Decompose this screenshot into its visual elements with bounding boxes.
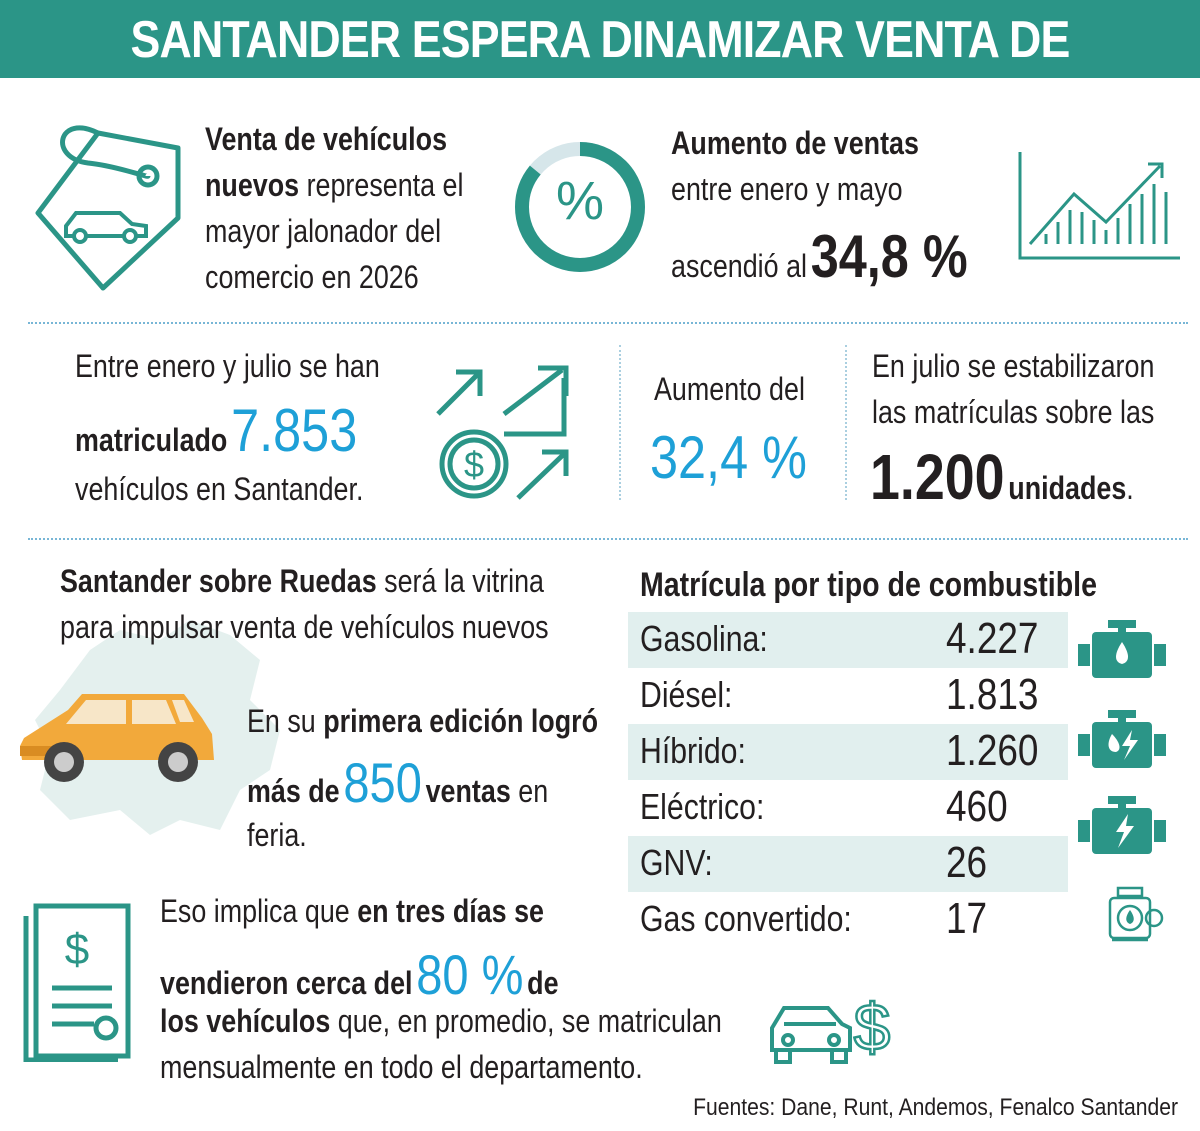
engine-electric-icon [1078, 796, 1166, 858]
block3-line1: Entre enero y julio se han [75, 348, 380, 384]
fuel-name: Eléctrico: [640, 786, 765, 827]
block8-line1: Eso implica que en tres días se [160, 888, 544, 934]
block8-rest: que, en promedio, se matriculan [330, 1003, 722, 1039]
block2-text: Aumento de ventas entre enero y mayo [671, 120, 919, 212]
fuel-name: Híbrido: [640, 730, 746, 771]
block3-line2: matriculado 7.853 [75, 396, 357, 465]
block5-line3: 1.200 unidades. [870, 440, 1134, 514]
fuel-row: Híbrido: 1.260 [628, 724, 1068, 780]
block5-value: 1.200 [870, 441, 1005, 513]
block6-line2: para impulsar venta de vehículos nuevos [60, 609, 549, 645]
fuel-row: Gasolina: 4.227 [628, 612, 1068, 668]
block7-rest: en [510, 773, 549, 809]
block7-line2: más de 850 ventas en [247, 750, 548, 815]
fuel-row: Diésel: 1.813 [628, 668, 1068, 724]
block7-line1: En su primera edición logró [247, 698, 598, 744]
page-title: SANTANDER ESPERA DINAMIZAR VENTA DE VEHÍ… [130, 11, 1071, 149]
fuel-value: 1.813 [946, 670, 1039, 719]
block5-text: En julio se estabilizaron las matrículas… [872, 343, 1154, 435]
fuel-value: 1.260 [946, 726, 1039, 775]
engine-drop-icon [1078, 620, 1166, 682]
fuel-name: Diésel: [640, 674, 733, 715]
fuel-value: 4.227 [946, 614, 1039, 663]
fuel-name: Gasolina: [640, 618, 768, 659]
fuel-value: 17 [946, 894, 988, 943]
block7-line3: feria. [247, 817, 307, 853]
block1-bold: Venta de vehículos [205, 121, 448, 157]
header-bar: SANTANDER ESPERA DINAMIZAR VENTA DE VEHÍ… [0, 0, 1200, 149]
divider-v1 [619, 345, 621, 500]
block1-bold2: nuevos [205, 167, 300, 203]
block5-line2: las matrículas sobre las [872, 394, 1155, 430]
price-tag-car-icon [28, 118, 188, 298]
fuel-row: Gas convertido: 17 [628, 892, 1068, 948]
block3-bold: matriculado [75, 422, 228, 458]
fuel-name: GNV: [640, 842, 713, 883]
block5-period: . [1126, 470, 1134, 506]
block8-pre: Eso implica que [160, 893, 358, 929]
fuel-row: GNV: 26 [628, 836, 1068, 892]
percent-symbol: % [555, 171, 604, 231]
block8-bold1: en tres días se [357, 893, 544, 929]
growth-chart-icon [1016, 152, 1182, 264]
document-dollar-icon: $ [22, 902, 134, 1062]
fuel-row: Eléctrico: 460 [628, 780, 1068, 836]
sources-footer: Fuentes: Dane, Runt, Andemos, Fenalco Sa… [693, 1094, 1178, 1121]
divider-2 [28, 538, 1188, 540]
percent-ring-icon [513, 140, 647, 274]
block2-line3-wrap: ascendió al 34,8 % [671, 222, 968, 291]
divider-1 [28, 322, 1188, 324]
block8-value: 80 % [416, 943, 524, 1006]
block4-line1: Aumento del [654, 371, 805, 407]
fuel-value: 460 [946, 782, 1008, 831]
arrows-dollar-icon: $ [434, 364, 576, 506]
fuel-table-title: Matrícula por tipo de combustible [640, 566, 1098, 604]
block5-unit: unidades [1008, 470, 1127, 506]
block7-bold3: ventas [425, 773, 511, 809]
block1-text: Venta de vehículos nuevos representa el … [205, 116, 463, 300]
fuel-value: 26 [946, 838, 988, 887]
block1-line4: comercio en 2026 [205, 259, 419, 295]
engine-hybrid-icon [1078, 710, 1166, 772]
fuel-name: Gas convertido: [640, 898, 852, 939]
block4-value: 32,4 % [650, 424, 807, 491]
block6-rest: será la vitrina [376, 563, 544, 599]
block3-value: 7.853 [231, 397, 358, 464]
suv-icon [16, 690, 220, 786]
block2-line2: entre enero y mayo [671, 171, 903, 207]
block2-title: Aumento de ventas [671, 125, 919, 161]
block7-pre: En su [247, 703, 324, 739]
block8-bold2: vendieron cerca del [160, 965, 413, 1001]
block8-bold3: de [527, 965, 559, 1001]
block8-line4: mensualmente en todo el departamento. [160, 1049, 643, 1085]
block7-value: 850 [343, 751, 422, 814]
block5-line1: En julio se estabilizaron [872, 348, 1155, 384]
svg-text:$: $ [464, 444, 484, 485]
block2-value: 34,8 % [810, 223, 968, 290]
engine-gas-icon [1104, 884, 1164, 946]
block1-line3: mayor jalonador del [205, 213, 442, 249]
block7-bold1: primera edición logró [323, 703, 599, 739]
block7-bold2: más de [247, 773, 340, 809]
svg-text:$: $ [65, 925, 89, 974]
block3-line3: vehículos en Santander. [75, 471, 364, 507]
car-dollar-icon: $ [766, 984, 898, 1070]
svg-text:$: $ [854, 990, 891, 1064]
block6-bold: Santander sobre Ruedas [60, 563, 377, 599]
divider-v2 [845, 345, 847, 500]
block6-text: Santander sobre Ruedas será la vitrina p… [60, 558, 549, 650]
block1-line2: representa el [299, 167, 464, 203]
block8-line2: vendieron cerca del 80 % de [160, 942, 559, 1007]
block8-bold4: los vehículos [160, 1003, 331, 1039]
block8-text: los vehículos que, en promedio, se matri… [160, 998, 722, 1090]
block2-line3: ascendió al [671, 248, 807, 284]
